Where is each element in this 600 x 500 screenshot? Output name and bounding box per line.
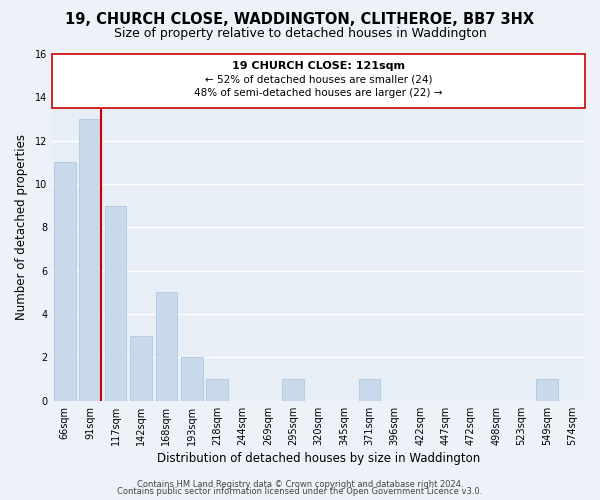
Bar [283, 379, 304, 401]
FancyBboxPatch shape [52, 54, 585, 108]
Bar [536, 379, 558, 401]
Bar [359, 379, 380, 401]
Text: Contains public sector information licensed under the Open Government Licence v3: Contains public sector information licen… [118, 487, 482, 496]
X-axis label: Distribution of detached houses by size in Waddington: Distribution of detached houses by size … [157, 452, 480, 465]
Y-axis label: Number of detached properties: Number of detached properties [15, 134, 28, 320]
Text: 19 CHURCH CLOSE: 121sqm: 19 CHURCH CLOSE: 121sqm [232, 60, 405, 70]
Bar [181, 358, 203, 401]
Text: 19, CHURCH CLOSE, WADDINGTON, CLITHEROE, BB7 3HX: 19, CHURCH CLOSE, WADDINGTON, CLITHEROE,… [65, 12, 535, 28]
Text: Contains HM Land Registry data © Crown copyright and database right 2024.: Contains HM Land Registry data © Crown c… [137, 480, 463, 489]
Text: Size of property relative to detached houses in Waddington: Size of property relative to detached ho… [113, 28, 487, 40]
Bar [79, 119, 101, 401]
Bar [130, 336, 152, 401]
Bar [206, 379, 228, 401]
Text: ← 52% of detached houses are smaller (24): ← 52% of detached houses are smaller (24… [205, 74, 433, 85]
Bar [105, 206, 127, 401]
Bar [54, 162, 76, 401]
Text: 48% of semi-detached houses are larger (22) →: 48% of semi-detached houses are larger (… [194, 88, 443, 98]
Bar [155, 292, 177, 401]
